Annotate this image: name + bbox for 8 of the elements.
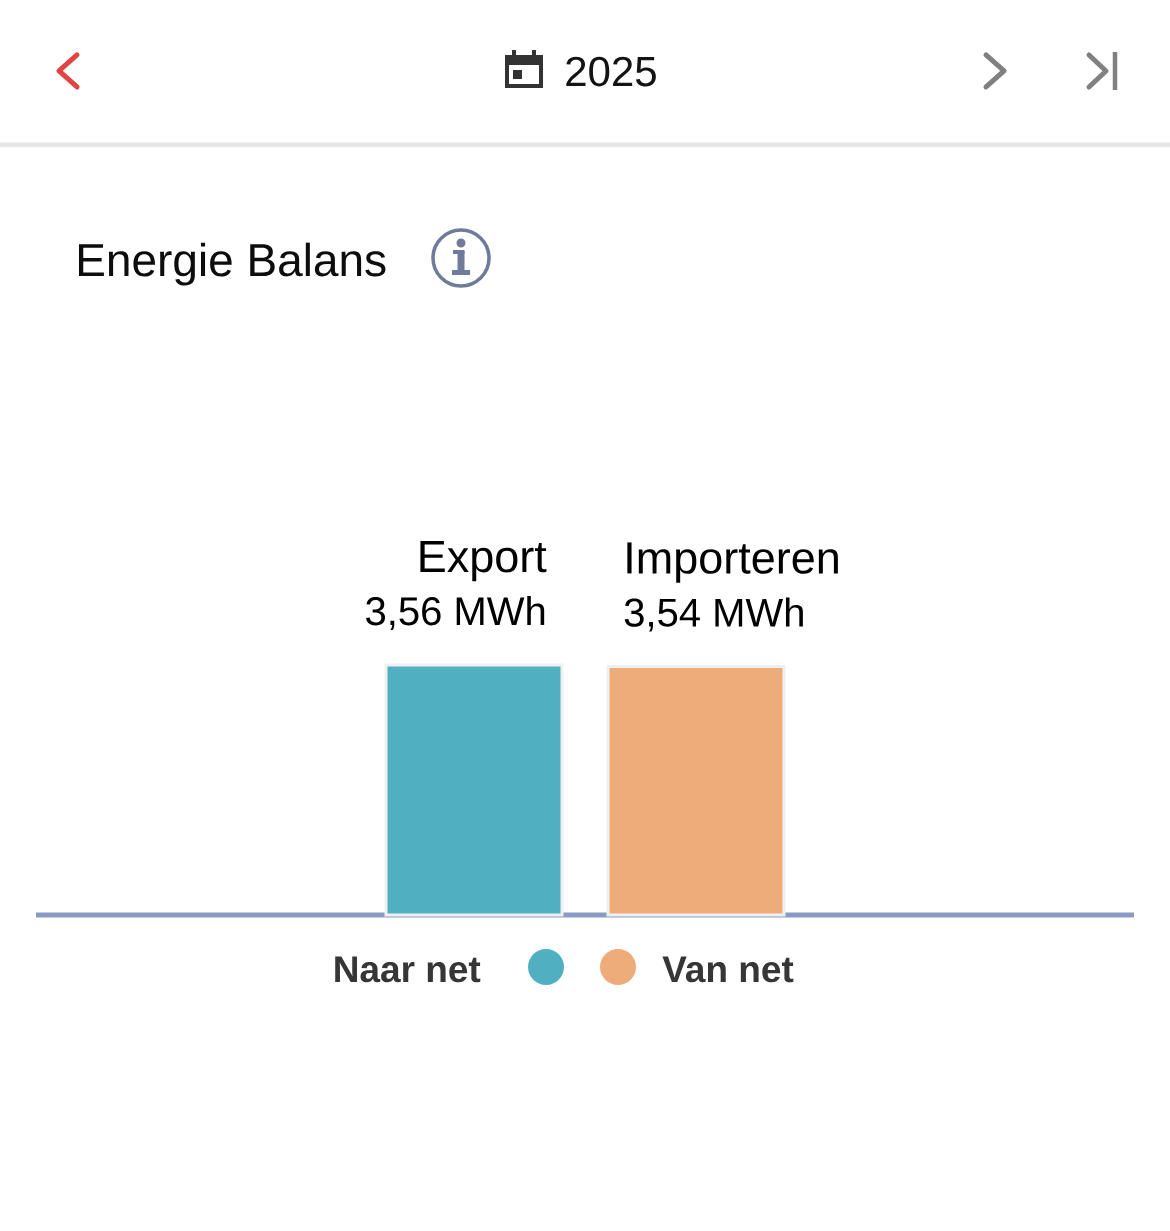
- x-tick-label: Importeren: [627, 542, 838, 583]
- data-label: 3,54 MWh: [624, 597, 803, 632]
- data-label: 3,56 MWh: [366, 596, 545, 631]
- series-label: Naar net: [335, 956, 481, 983]
- x-tick-label: Export: [420, 541, 547, 582]
- chart-title: Energie Balans: [78, 242, 386, 286]
- legend-label: Van net: [662, 956, 794, 983]
- chart-subtitle: 2025: [566, 56, 656, 87]
